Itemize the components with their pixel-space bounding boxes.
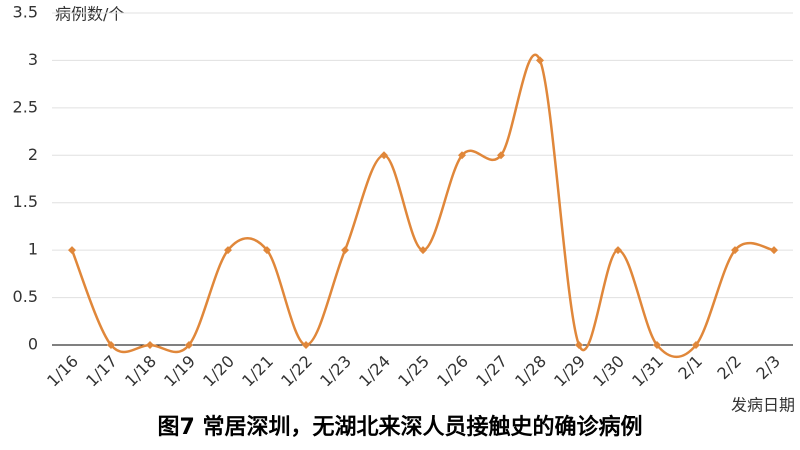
y-tick-label: 0.5 [13, 287, 38, 306]
data-line [70, 53, 775, 359]
data-point [302, 341, 310, 349]
x-tick-label: 1/19 [160, 352, 199, 391]
data-point [419, 246, 427, 255]
data-point [497, 151, 505, 160]
x-tick-label: 1/24 [355, 352, 394, 391]
data-point [536, 56, 544, 65]
data-point [341, 246, 349, 255]
x-tick-label: 2/3 [752, 352, 784, 384]
y-tick-label: 2.5 [13, 97, 38, 116]
x-tick-label: 1/31 [628, 352, 667, 391]
x-tick-label: 1/23 [316, 352, 355, 391]
data-point [770, 246, 778, 255]
data-point [692, 341, 700, 349]
x-axis-label: 发病日期 [731, 396, 795, 415]
data-point [185, 341, 193, 349]
x-tick-label: 1/17 [82, 352, 121, 391]
x-tick-label: 1/26 [433, 352, 472, 391]
data-point [380, 151, 388, 160]
data-point [575, 341, 583, 349]
data-point [224, 246, 232, 255]
x-tick-label: 2/2 [713, 352, 745, 384]
x-tick-label: 1/28 [511, 352, 550, 391]
y-axis-label: 病例数/个 [55, 5, 124, 24]
chart-title: 图7 常居深圳，无湖北来深人员接触史的确诊病例 [158, 414, 643, 440]
x-tick-label: 1/21 [238, 352, 277, 391]
data-point [458, 151, 466, 160]
x-tick-label: 1/27 [472, 352, 511, 391]
data-point [653, 341, 661, 349]
y-tick-label: 2 [28, 145, 38, 164]
data-point [263, 246, 271, 255]
x-tick-label: 1/25 [394, 352, 433, 391]
x-tick-label: 1/29 [550, 352, 589, 391]
x-tick-label: 1/18 [121, 352, 160, 391]
y-tick-label: 1 [28, 240, 38, 259]
x-tick-label: 1/22 [277, 352, 316, 391]
x-tick-label: 1/16 [43, 352, 82, 391]
y-tick-label: 3 [28, 50, 38, 69]
x-tick-label: 1/20 [199, 352, 238, 391]
data-point [614, 246, 622, 255]
y-tick-label: 0 [28, 335, 38, 354]
data-point [107, 341, 115, 349]
y-tick-label: 3.5 [13, 3, 38, 22]
y-tick-label: 1.5 [13, 192, 38, 211]
x-tick-label: 1/30 [589, 352, 628, 391]
data-point [68, 246, 76, 255]
data-point [146, 341, 154, 349]
data-point [731, 246, 739, 255]
